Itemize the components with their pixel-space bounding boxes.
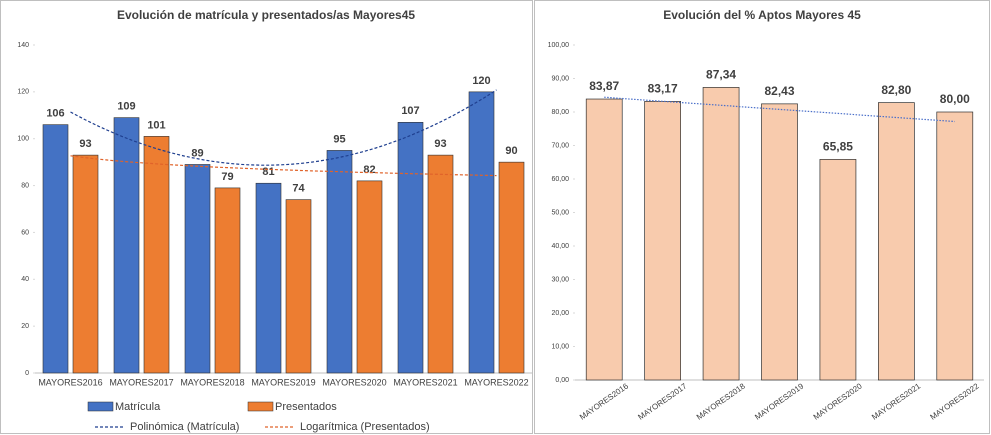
data-label: 107 bbox=[401, 105, 419, 117]
legend-swatch bbox=[247, 401, 274, 412]
bar bbox=[255, 182, 282, 374]
bar bbox=[468, 91, 495, 374]
y-tick-label: 120 bbox=[17, 89, 29, 96]
y-tick-label: 50,00 bbox=[551, 209, 569, 216]
bar bbox=[585, 98, 623, 381]
bar bbox=[113, 117, 140, 374]
data-label: 90 bbox=[505, 145, 517, 157]
bar bbox=[214, 187, 241, 374]
bar bbox=[761, 103, 798, 381]
data-label: 106 bbox=[46, 108, 64, 120]
y-tick-label: 40 bbox=[21, 276, 29, 283]
x-tick-label: MAYORES2021 bbox=[393, 377, 457, 387]
data-label: 82,43 bbox=[764, 84, 794, 98]
bar bbox=[143, 136, 170, 374]
data-label: 89 bbox=[191, 147, 203, 159]
bar bbox=[72, 154, 99, 374]
bar bbox=[184, 164, 211, 374]
bar bbox=[936, 111, 974, 381]
data-label: 87,34 bbox=[706, 68, 736, 82]
x-tick-label: MAYORES2018 bbox=[180, 377, 244, 387]
y-tick-label: 80 bbox=[21, 182, 29, 189]
bar bbox=[819, 159, 857, 381]
x-tick-label: MAYORES2020 bbox=[322, 377, 386, 387]
data-label: 109 bbox=[117, 101, 135, 113]
y-tick-label: 100 bbox=[17, 136, 29, 143]
chart-title: Evolución del % Aptos Mayores 45 bbox=[663, 8, 861, 22]
data-label: 120 bbox=[472, 75, 490, 87]
bar bbox=[878, 102, 915, 381]
bar bbox=[42, 124, 69, 374]
y-tick-label: 0 bbox=[25, 370, 29, 377]
bar bbox=[285, 199, 312, 374]
data-label: 74 bbox=[292, 183, 305, 195]
data-label: 93 bbox=[79, 138, 91, 150]
bar bbox=[326, 150, 353, 374]
data-label: 101 bbox=[147, 119, 165, 131]
legend-swatch bbox=[87, 401, 114, 412]
y-tick-label: 20,00 bbox=[551, 310, 569, 317]
y-tick-label: 30,00 bbox=[551, 276, 569, 283]
y-tick-label: 90,00 bbox=[551, 75, 569, 82]
data-label: 80,00 bbox=[940, 92, 970, 106]
data-label: 65,85 bbox=[823, 140, 853, 154]
x-tick-label: MAYORES2019 bbox=[251, 377, 315, 387]
y-tick-label: 80,00 bbox=[551, 109, 569, 116]
x-tick-label: MAYORES2022 bbox=[464, 377, 528, 387]
data-label: 83,17 bbox=[648, 82, 678, 96]
y-tick-label: 40,00 bbox=[551, 243, 569, 250]
bar bbox=[427, 154, 454, 374]
y-tick-label: 60,00 bbox=[551, 176, 569, 183]
y-tick-label: 70,00 bbox=[551, 142, 569, 149]
legend-label: Presentados bbox=[275, 401, 337, 413]
data-label: 81 bbox=[262, 166, 274, 178]
bar bbox=[498, 161, 525, 374]
data-label: 93 bbox=[434, 138, 446, 150]
y-tick-label: 140 bbox=[17, 42, 29, 49]
bar bbox=[356, 180, 383, 374]
data-label: 83,87 bbox=[589, 79, 619, 93]
y-tick-label: 60 bbox=[21, 229, 29, 236]
data-label: 95 bbox=[333, 133, 345, 145]
y-tick-label: 100,00 bbox=[548, 42, 570, 49]
data-label: 82,80 bbox=[881, 83, 911, 97]
legend-label: Logarítmica (Presentados) bbox=[300, 421, 430, 433]
bar bbox=[397, 122, 424, 374]
y-tick-label: 0,00 bbox=[555, 377, 569, 384]
y-tick-label: 10,00 bbox=[551, 343, 569, 350]
bar bbox=[702, 87, 740, 381]
x-tick-label: MAYORES2017 bbox=[109, 377, 173, 387]
legend-label: Polinómica (Matrícula) bbox=[130, 421, 239, 433]
legend-label: Matrícula bbox=[115, 401, 161, 413]
x-tick-label: MAYORES2016 bbox=[38, 377, 102, 387]
data-label: 82 bbox=[363, 164, 375, 176]
bar bbox=[644, 101, 681, 381]
trendline bbox=[70, 89, 497, 166]
chart-title: Evolución de matrícula y presentados/as … bbox=[117, 8, 415, 22]
y-tick-label: 20 bbox=[21, 323, 29, 330]
trendline bbox=[70, 155, 497, 177]
data-label: 79 bbox=[221, 171, 233, 183]
